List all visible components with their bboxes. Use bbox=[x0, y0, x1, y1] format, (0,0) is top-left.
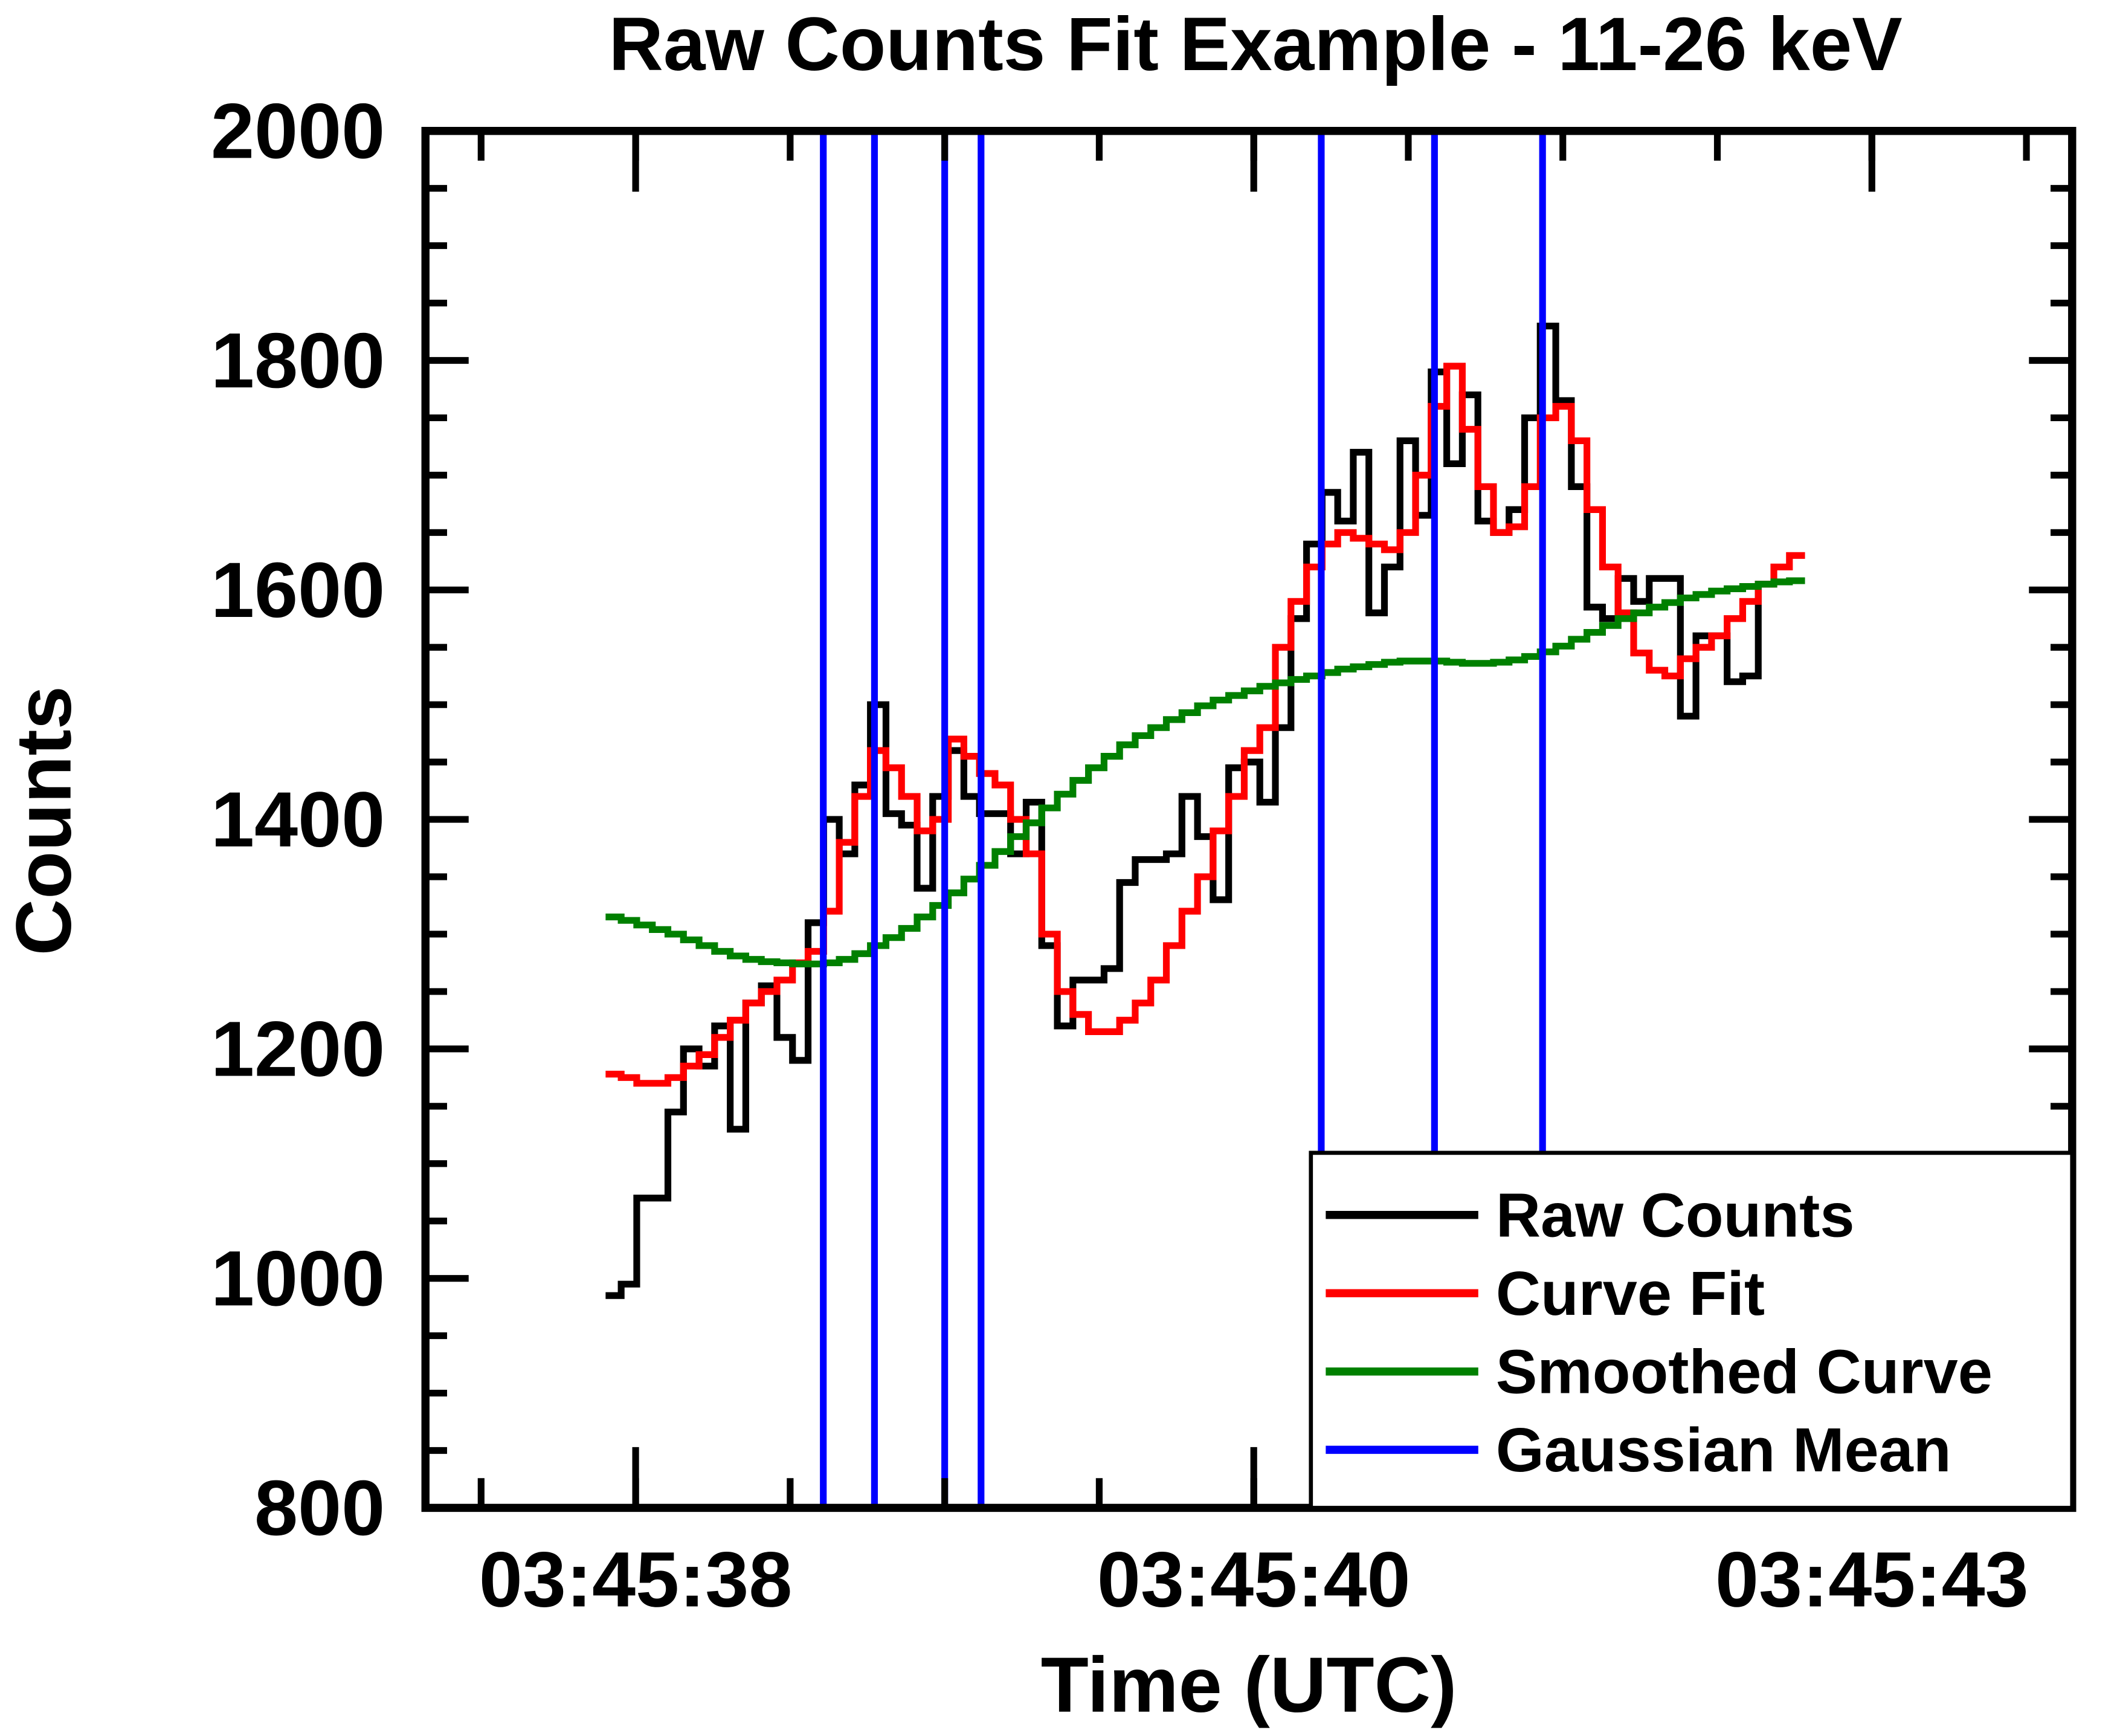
y-tick-label: 1600 bbox=[211, 547, 385, 634]
series-line bbox=[605, 322, 1774, 1299]
x-tick-label: 03:45:38 bbox=[479, 1537, 793, 1624]
y-tick-label: 1800 bbox=[211, 317, 385, 404]
chart-title: Raw Counts Fit Example - 11-26 keV bbox=[609, 2, 1903, 86]
series-line bbox=[605, 363, 1805, 1087]
legend-label: Smoothed Curve bbox=[1496, 1337, 1993, 1407]
y-tick-label: 2000 bbox=[211, 88, 385, 175]
y-tick-label: 1200 bbox=[211, 1006, 385, 1093]
y-tick-label: 1000 bbox=[211, 1235, 385, 1322]
y-tick-label: 1400 bbox=[211, 776, 385, 863]
plot-frame bbox=[421, 127, 2077, 1512]
y-tick-label: 800 bbox=[254, 1465, 385, 1552]
legend-label: Raw Counts bbox=[1496, 1180, 1855, 1250]
x-tick-label: 03:45:43 bbox=[1715, 1537, 2029, 1624]
series-line bbox=[605, 577, 1805, 967]
y-axis-label: Counts bbox=[1, 686, 88, 955]
legend-label: Curve Fit bbox=[1496, 1259, 1765, 1328]
x-axis-label: Time (UTC) bbox=[1041, 1642, 1457, 1729]
legend-label: Gaussian Mean bbox=[1496, 1415, 1951, 1485]
x-tick-label: 03:45:40 bbox=[1097, 1537, 1411, 1624]
